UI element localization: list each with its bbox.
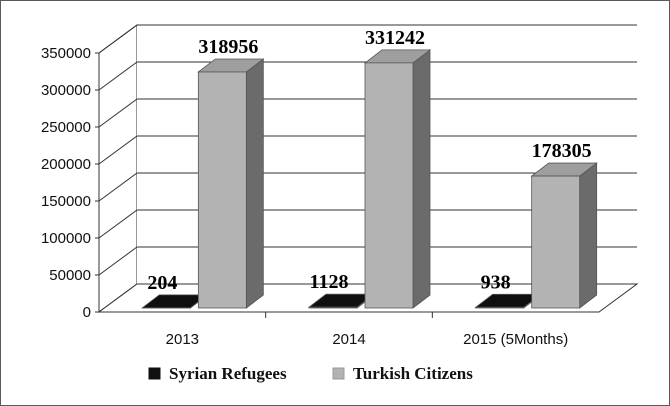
- y-tick-label: 150000: [41, 193, 91, 210]
- legend-swatch-syrian-refugees: [148, 367, 161, 380]
- data-label-syrian-refugees: 938: [481, 271, 511, 293]
- bar-turkish-citizens: [363, 49, 432, 309]
- legend-swatch-turkish-citizens: [332, 367, 345, 380]
- y-tick-label: 100000: [41, 230, 91, 247]
- data-label-syrian-refugees: 204: [147, 272, 177, 294]
- legend-label-syrian-refugees: Syrian Refugees: [169, 364, 287, 383]
- gridline-side: [98, 135, 138, 165]
- y-tick-label: 300000: [41, 82, 91, 99]
- x-axis-ticks: 2013 2014 2015 (5Months): [166, 312, 568, 348]
- y-axis-ticks: 0 50000 100000 150000 200000 250000 300000 3500…: [41, 45, 99, 321]
- bar-turkish-citizens: [197, 58, 265, 309]
- gridline-side: [98, 61, 138, 91]
- bar-front: [197, 71, 247, 309]
- legend: Syrian Refugees Turkish Citizens: [148, 364, 473, 383]
- gridline-side: [98, 209, 138, 239]
- bar-front: [475, 306, 525, 309]
- data-label-turkish-citizens: 318956: [198, 36, 258, 58]
- gridline-side: [98, 98, 138, 128]
- bars: [141, 49, 598, 309]
- legend-label-turkish-citizens: Turkish Citizens: [353, 364, 473, 383]
- x-tick-label: 2015 (5Months): [463, 331, 568, 348]
- gridline-side: [98, 172, 138, 202]
- data-label-turkish-citizens: 331242: [365, 27, 425, 49]
- gridline-side: [98, 246, 138, 276]
- bar-front: [308, 306, 358, 309]
- data-labels: 204 318956 1128 331242 938 178305: [147, 27, 591, 294]
- y-tick-label: 250000: [41, 119, 91, 136]
- y-tick-label: 200000: [41, 156, 91, 173]
- data-label-turkish-citizens: 178305: [532, 140, 592, 162]
- bar-side: [245, 58, 264, 309]
- y-tick-label: 0: [83, 304, 91, 321]
- bar-side: [579, 162, 598, 309]
- x-tick-label: 2014: [332, 331, 365, 348]
- bar-front: [531, 175, 581, 309]
- bar-side: [412, 49, 431, 309]
- y-tick-label: 350000: [41, 45, 91, 62]
- side-wall: [98, 24, 138, 313]
- x-tick-label: 2013: [166, 331, 199, 348]
- bar-turkish-citizens: [530, 162, 598, 309]
- bar-front: [364, 62, 414, 309]
- y-tick-label: 50000: [49, 267, 91, 284]
- bar-syrian-refugees: [474, 293, 542, 309]
- gridline-side: [98, 24, 138, 54]
- data-label-syrian-refugees: 1128: [310, 271, 349, 293]
